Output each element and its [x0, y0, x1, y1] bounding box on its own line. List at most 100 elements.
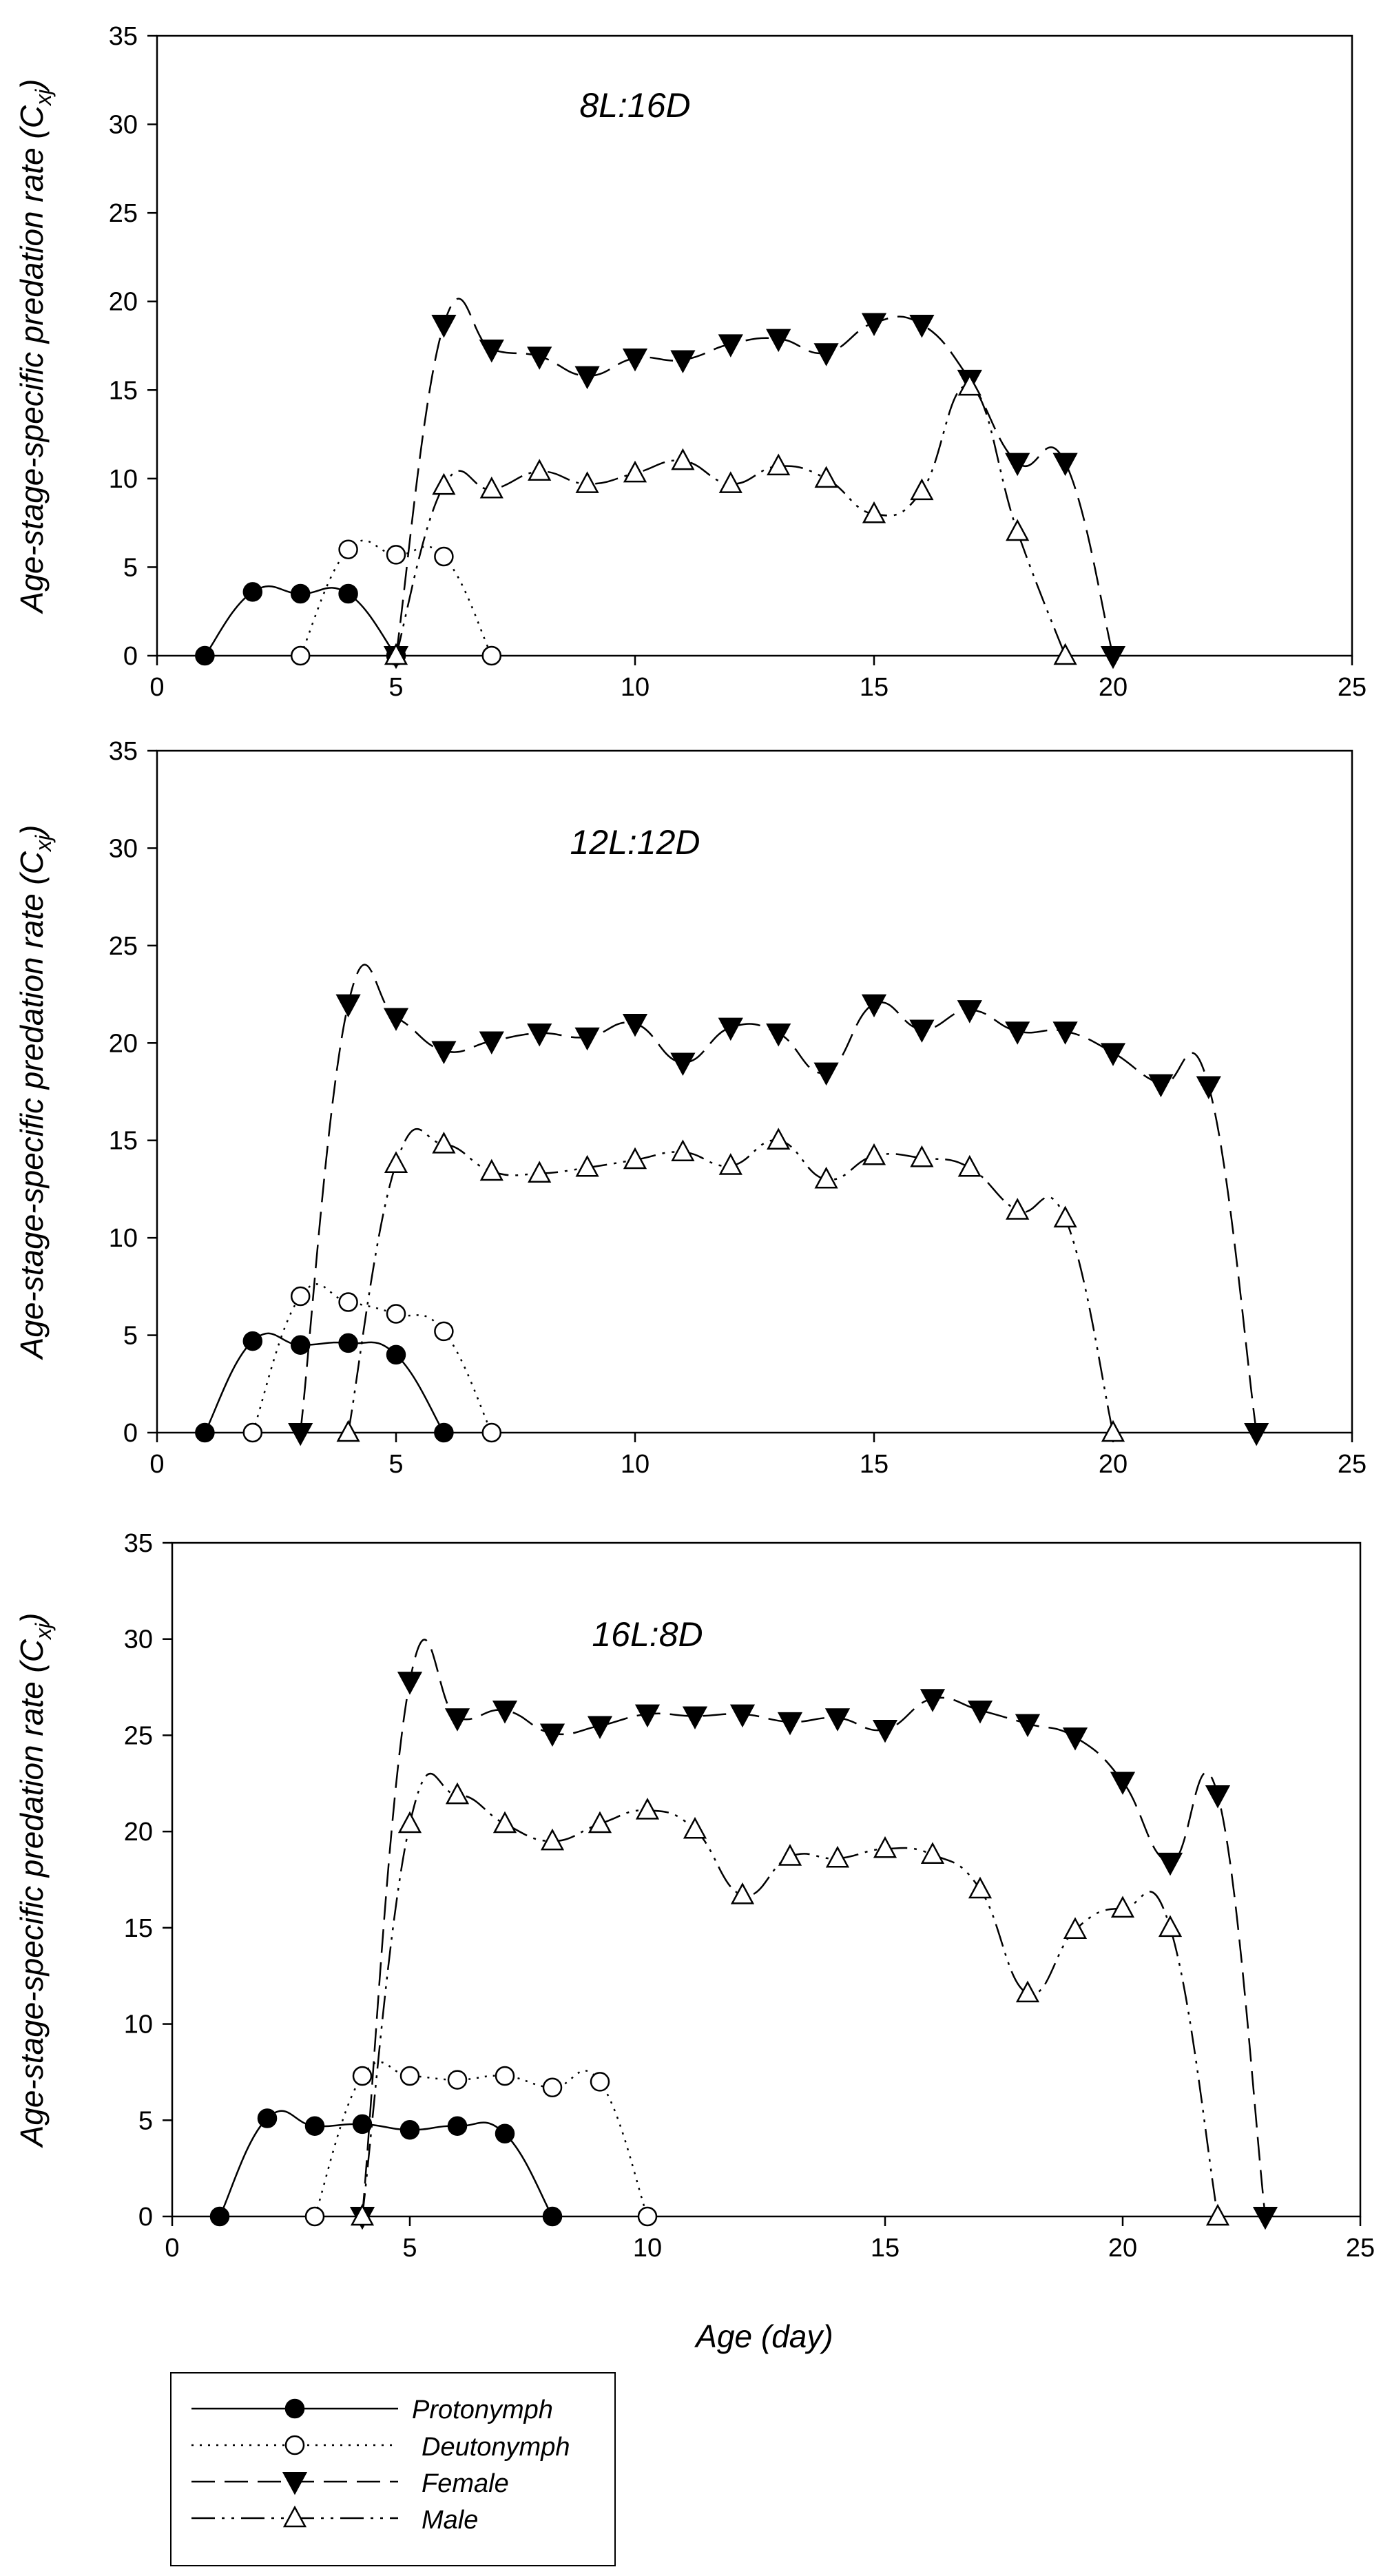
- x-tick-label: 20: [1099, 673, 1128, 702]
- legend-marker-deutonymph: [284, 2435, 305, 2455]
- chart-panel-8l16d: 0 5 10 15 20 25 0 5 10 15 20 25 30 35 Age-stage-specif…: [14, 22, 1367, 702]
- y-tick-label: 0: [123, 1419, 138, 1448]
- y-tick-label: 5: [123, 553, 138, 582]
- data-point-male: [1053, 1205, 1077, 1228]
- data-point-female: [539, 1723, 565, 1747]
- data-point-female: [1015, 1714, 1041, 1738]
- legend-label-protonymph: Protonymph: [412, 2396, 553, 2424]
- data-point-deutonymph: [495, 2066, 515, 2086]
- series-female: [349, 1639, 1278, 2230]
- data-point-female: [813, 1062, 839, 1086]
- data-point-male: [445, 1782, 470, 1805]
- data-point-protonymph: [447, 2116, 468, 2136]
- data-point-female: [431, 1041, 457, 1065]
- data-point-female: [622, 1013, 648, 1037]
- y-tick-label: 15: [124, 1914, 153, 1943]
- data-point-deutonymph: [352, 2066, 373, 2086]
- data-point-female: [527, 346, 552, 370]
- data-point-female: [1100, 1043, 1126, 1066]
- data-point-male: [432, 472, 456, 495]
- data-point-male: [1158, 1915, 1183, 1938]
- data-point-male: [767, 453, 791, 476]
- data-point-male: [384, 1151, 408, 1173]
- data-point-deutonymph: [399, 2066, 420, 2086]
- series-deutonymph: [304, 2061, 658, 2227]
- data-point-female: [622, 348, 648, 372]
- data-point-female: [718, 1017, 743, 1041]
- y-tick-label: 30: [109, 111, 138, 140]
- data-point-male: [1063, 1917, 1088, 1939]
- y-tick-label: 15: [109, 376, 138, 405]
- legend-label-deutonymph: Deutonymph: [422, 2433, 570, 2462]
- data-point-female: [444, 1708, 470, 1732]
- x-tick-label: 5: [402, 2234, 417, 2263]
- data-point-protonymph: [195, 645, 215, 666]
- y-tick-label: 30: [109, 834, 138, 863]
- y-tick-label: 25: [109, 932, 138, 961]
- data-point-male: [1101, 1420, 1125, 1442]
- data-point-female: [967, 1701, 993, 1724]
- series-male: [350, 1772, 1230, 2226]
- data-point-deutonymph: [386, 1304, 406, 1324]
- y-axis-title-main: Age-stage-specific predation rate (C: [14, 851, 50, 1360]
- data-point-male: [575, 471, 599, 493]
- y-tick-label: 20: [124, 1818, 153, 1847]
- legend-marker-male: [282, 2505, 307, 2528]
- x-tick-label: 5: [388, 673, 403, 702]
- data-point-male: [492, 1811, 517, 1834]
- series-male: [336, 1128, 1125, 1442]
- data-point-male: [540, 1828, 565, 1851]
- series-line-female: [361, 1639, 1267, 2217]
- data-point-male: [968, 1876, 993, 1899]
- data-point-female: [729, 1704, 756, 1728]
- data-point-female: [909, 315, 935, 338]
- data-point-protonymph: [386, 1344, 406, 1365]
- data-point-male: [767, 1128, 791, 1150]
- data-point-male: [910, 1145, 934, 1167]
- data-point-male: [384, 643, 408, 665]
- data-point-protonymph: [209, 2206, 230, 2227]
- data-point-deutonymph: [290, 645, 311, 666]
- data-point-male: [862, 501, 886, 523]
- data-point-deutonymph: [386, 545, 406, 565]
- y-tick-label: 0: [123, 642, 138, 671]
- y-tick-label: 35: [109, 737, 138, 766]
- data-point-male: [957, 1154, 981, 1177]
- y-tick-label: 25: [124, 1721, 153, 1750]
- data-point-female: [957, 1000, 982, 1024]
- data-point-male: [479, 1159, 503, 1181]
- x-tick-label: 20: [1108, 2234, 1137, 2263]
- x-tick-label: 10: [621, 673, 650, 702]
- series-male: [384, 373, 1077, 665]
- y-axis-title-subscript: xj: [31, 1623, 56, 1641]
- data-point-protonymph: [352, 2114, 373, 2134]
- data-point-male: [862, 1143, 886, 1165]
- data-point-protonymph: [495, 2123, 515, 2144]
- data-point-male: [910, 478, 934, 501]
- data-point-deutonymph: [338, 1292, 358, 1312]
- plot-frame: [156, 749, 1353, 1434]
- legend-marker-protonymph: [284, 2398, 305, 2419]
- y-tick-label: 10: [124, 2011, 153, 2039]
- data-point-male: [778, 1844, 802, 1866]
- data-point-deutonymph: [290, 1286, 311, 1307]
- data-point-male: [397, 1811, 422, 1834]
- data-point-male: [432, 1132, 456, 1154]
- data-point-female: [574, 366, 600, 390]
- y-tick-label: 25: [109, 199, 138, 228]
- data-point-protonymph: [542, 2206, 563, 2227]
- data-point-male: [683, 1816, 707, 1839]
- data-point-deutonymph: [242, 1422, 263, 1443]
- data-point-male: [814, 466, 838, 488]
- y-axis-title-suffix: ): [14, 825, 50, 839]
- y-axis-title: Age-stage-specific predation rate (Cxj): [14, 79, 56, 615]
- data-point-female: [1252, 2206, 1278, 2230]
- data-point-female: [335, 994, 361, 1018]
- data-point-female: [479, 1031, 504, 1055]
- data-point-deutonymph: [481, 645, 502, 666]
- data-point-female: [670, 1052, 696, 1077]
- y-axis-title-subscript: xj: [31, 835, 56, 853]
- data-point-male: [718, 1153, 742, 1175]
- data-point-male: [671, 448, 695, 470]
